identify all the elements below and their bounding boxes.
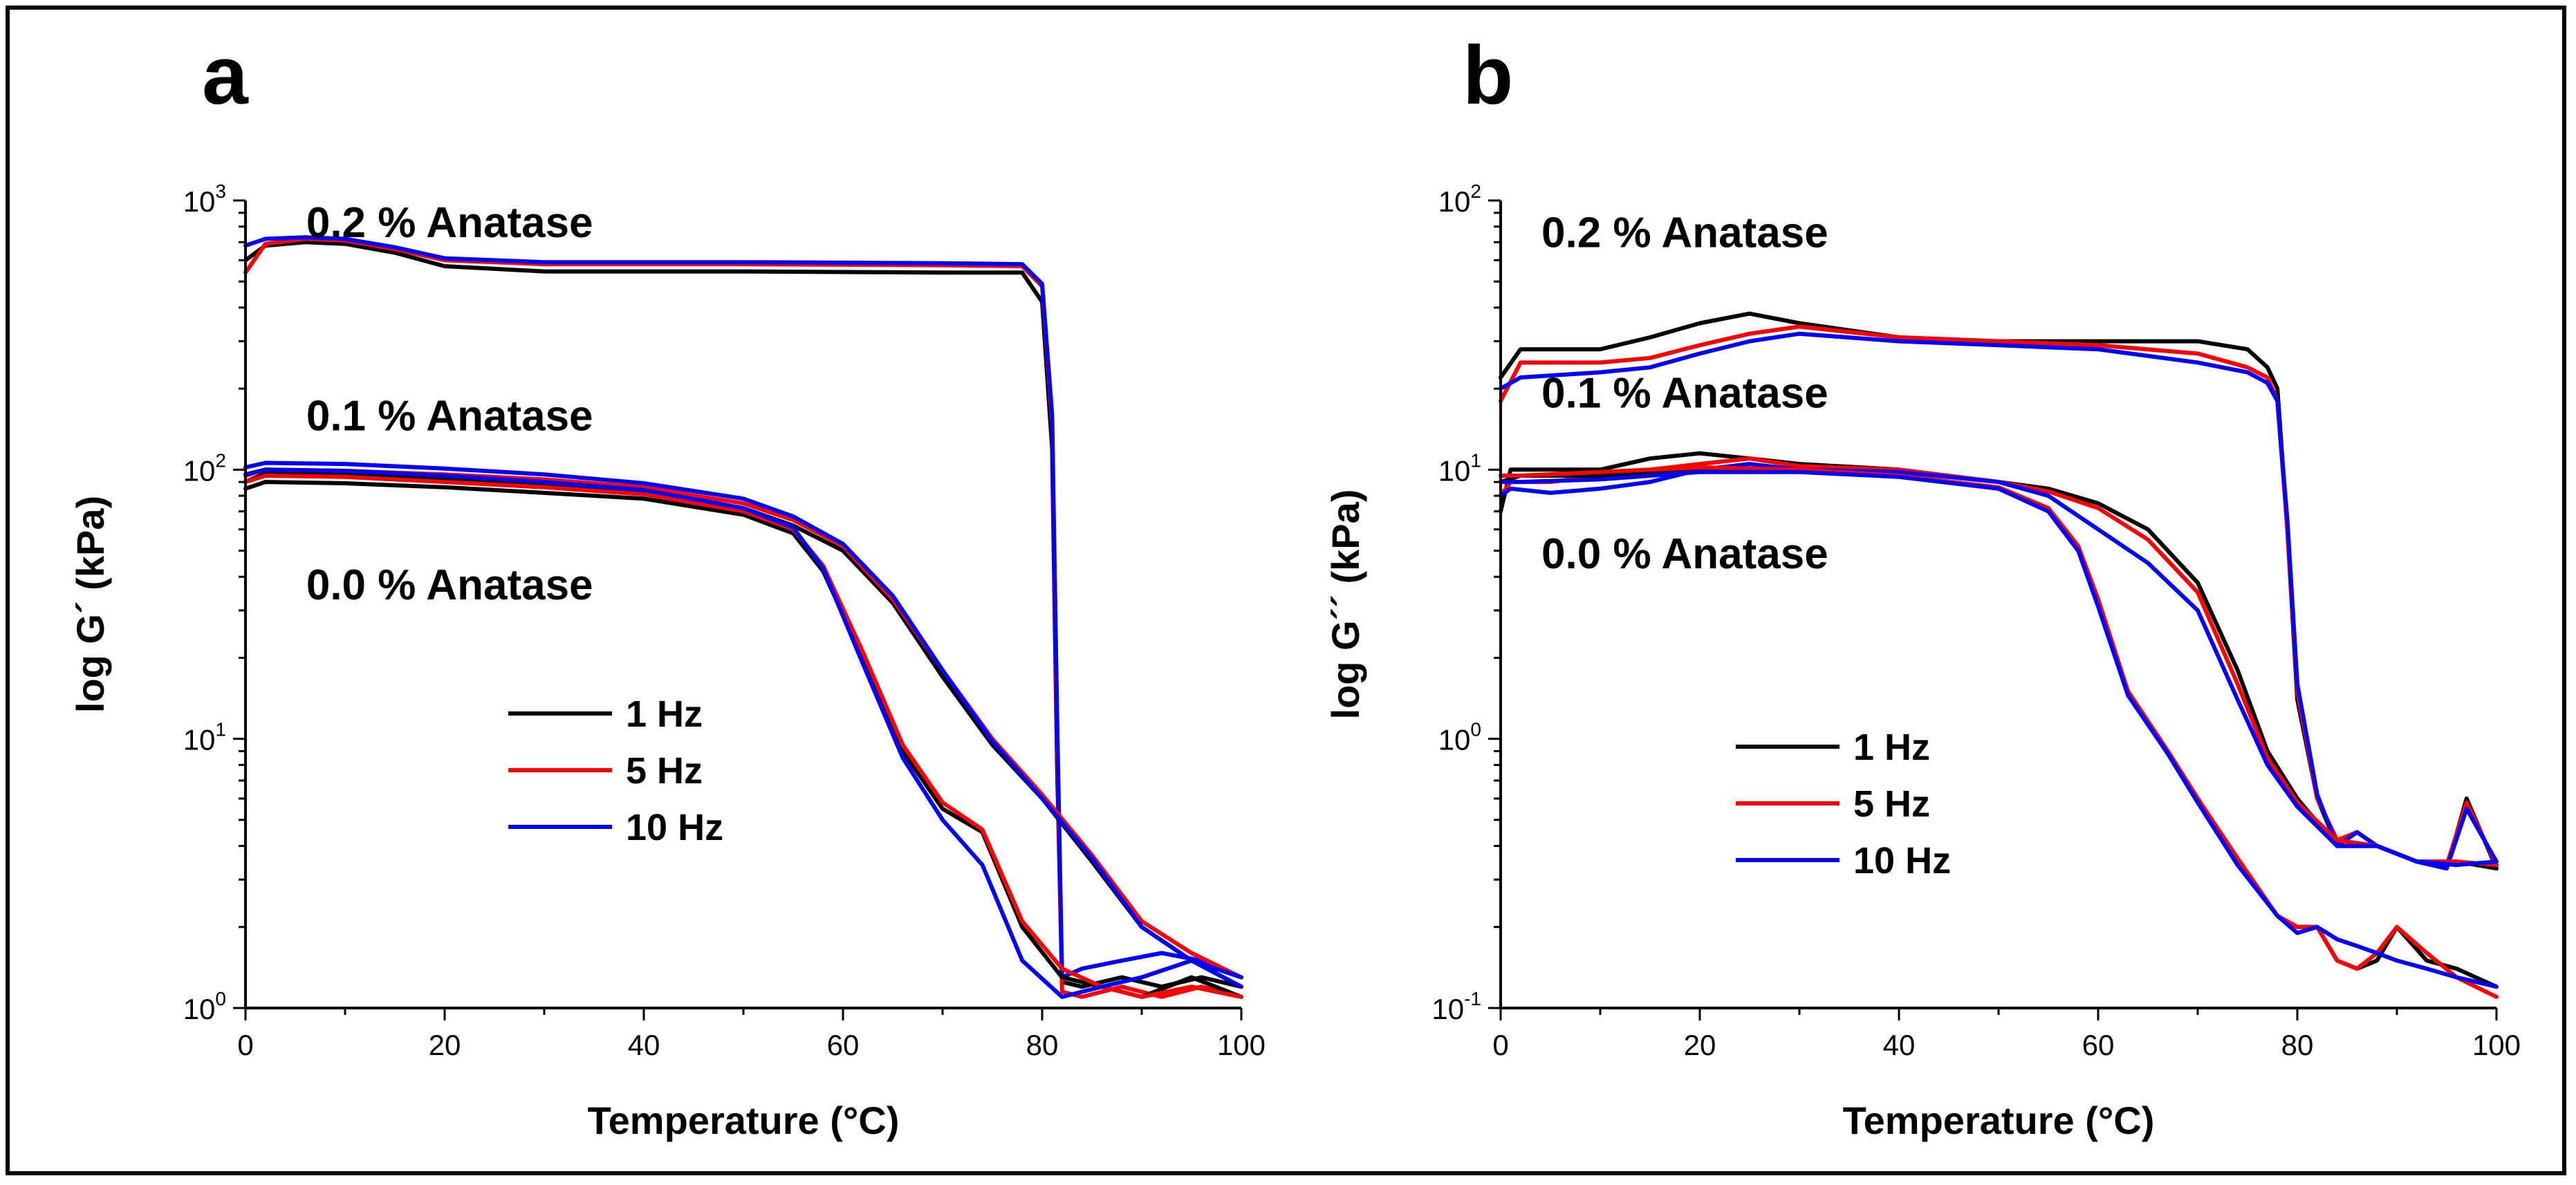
series-line-00-1hz <box>243 480 1243 999</box>
y-tick-label: 100 <box>1438 719 1481 756</box>
y-tick-label: 101 <box>1438 449 1481 487</box>
legend-label: 1 Hz <box>1853 727 1930 768</box>
y-tick-label: 103 <box>183 180 226 218</box>
series-line-01-1hz <box>1499 451 2499 871</box>
y-tick-label: 101 <box>183 719 226 756</box>
panel-a: a 0 20 40 60 80 100 100 101 102 103 Temperature (°C… <box>68 29 1266 1142</box>
legend: 1 Hz 5 Hz 10 Hz <box>1736 727 1951 881</box>
series-annotation: 0.1 % Anatase <box>1541 370 1828 418</box>
series-annotation: 0.1 % Anatase <box>306 392 593 440</box>
series-group <box>243 235 1243 999</box>
series-line-00-10hz <box>243 467 1243 999</box>
x-tick-label: 100 <box>2472 1029 2521 1061</box>
series-annotation: 0.0 % Anatase <box>1541 530 1828 578</box>
series-line-01-5hz <box>243 467 1243 980</box>
x-tick-label: 20 <box>1684 1029 1716 1061</box>
x-tick-label: 0 <box>1492 1029 1508 1061</box>
series-line-01-1hz <box>243 471 1243 989</box>
x-tick-label: 80 <box>1026 1029 1059 1061</box>
x-tick-label: 40 <box>1883 1029 1916 1061</box>
series-annotation: 0.0 % Anatase <box>306 561 593 609</box>
x-tick-label: 0 <box>237 1029 253 1061</box>
series-line-02-1hz <box>243 240 1243 989</box>
series-line-01-10hz <box>1499 462 2499 868</box>
y-tick-label: 102 <box>1438 180 1481 218</box>
y-tick-label: 102 <box>183 449 226 487</box>
y-tick-label: 100 <box>183 988 226 1025</box>
series-line-02-10hz <box>243 235 1243 980</box>
series-annotation: 0.2 % Anatase <box>1541 209 1828 257</box>
y-axis-title: log G´´ (kPa) <box>1324 489 1367 720</box>
y-tick-label: 10-1 <box>1431 988 1481 1025</box>
x-tick-label: 60 <box>827 1029 860 1061</box>
series-line-01-5hz <box>1499 456 2499 868</box>
x-tick-label: 40 <box>628 1029 660 1061</box>
legend: 1 Hz 5 Hz 10 Hz <box>508 693 723 848</box>
series-annotation: 0.2 % Anatase <box>306 199 593 247</box>
y-axis-title: log G´ (kPa) <box>68 496 112 713</box>
series-line-01-10hz <box>243 460 1243 989</box>
panel-b: b 0 20 40 60 80 100 10-1 100 101 102 Temperature (°… <box>1324 29 2521 1142</box>
legend-label: 5 Hz <box>1853 783 1930 825</box>
figure-frame <box>6 6 2566 1175</box>
legend-label: 10 Hz <box>626 807 723 848</box>
series-line-02-5hz <box>243 236 1243 999</box>
legend-label: 5 Hz <box>626 750 703 792</box>
x-axis-title: Temperature (°C) <box>1843 1099 2155 1142</box>
legend-label: 1 Hz <box>626 693 703 735</box>
series-line-00-10hz <box>1499 469 2499 989</box>
panel-letter-b: b <box>1463 29 1513 122</box>
series-line-00-5hz <box>243 474 1243 999</box>
panel-letter-a: a <box>202 29 249 122</box>
legend-label: 10 Hz <box>1853 840 1951 881</box>
x-tick-label: 60 <box>2082 1029 2115 1061</box>
series-group <box>1499 311 2499 999</box>
x-tick-label: 80 <box>2281 1029 2314 1061</box>
x-axis-title: Temperature (°C) <box>588 1099 900 1142</box>
x-tick-label: 20 <box>429 1029 461 1061</box>
x-tick-label: 100 <box>1217 1029 1266 1061</box>
